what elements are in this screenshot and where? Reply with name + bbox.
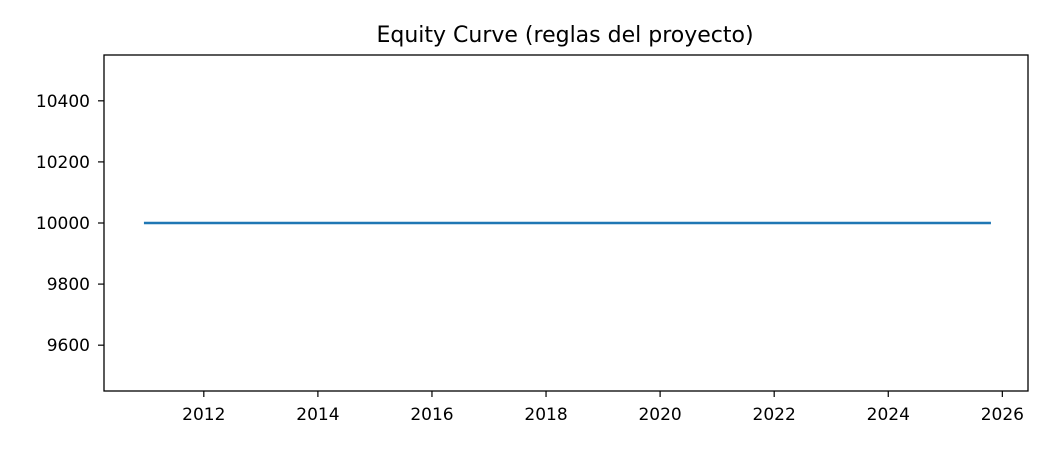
x-tick-label: 2020	[638, 405, 681, 425]
y-tick-label: 10200	[36, 153, 90, 173]
y-tick-label: 10400	[36, 92, 90, 112]
y-tick-label: 10000	[36, 214, 90, 234]
y-tick-label: 9600	[47, 336, 90, 356]
x-tick-label: 2016	[410, 405, 453, 425]
x-tick-label: 2022	[753, 405, 796, 425]
x-tick-label: 2012	[182, 405, 225, 425]
x-tick-label: 2014	[296, 405, 339, 425]
y-tick-label: 9800	[47, 275, 90, 295]
x-tick-label: 2018	[524, 405, 567, 425]
x-axis: 2012 2014 2016 2018 2020 2022 2024 2026	[182, 391, 1024, 425]
chart-title: Equity Curve (reglas del proyecto)	[376, 23, 753, 48]
x-tick-label: 2026	[981, 405, 1024, 425]
y-axis: 9600 9800 10000 10200 10400	[36, 92, 104, 356]
x-tick-label: 2024	[867, 405, 910, 425]
